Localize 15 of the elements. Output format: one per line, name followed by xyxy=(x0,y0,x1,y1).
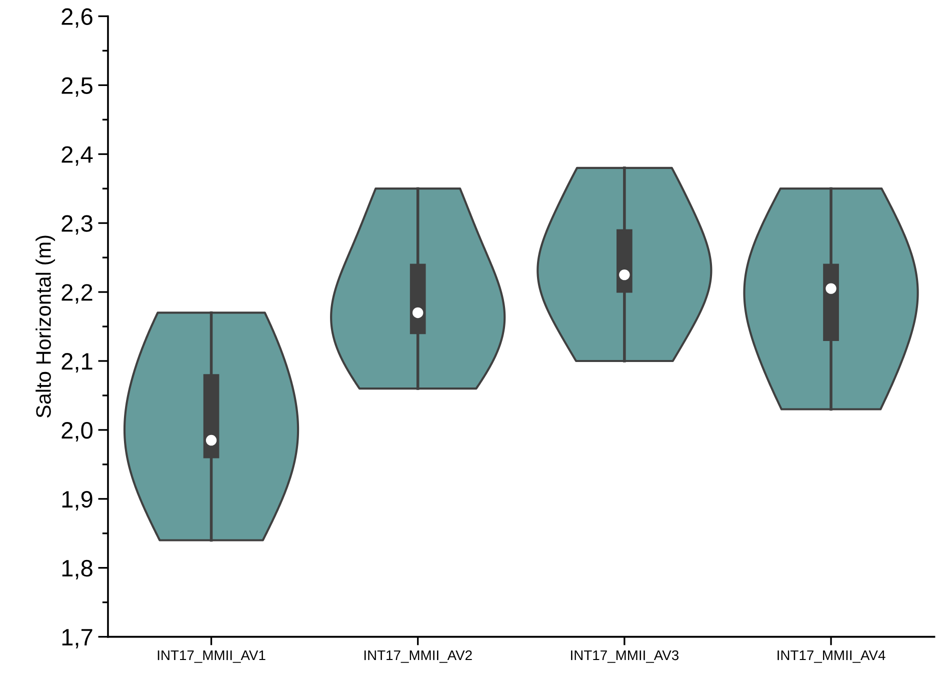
y-tick-label: 1,9 xyxy=(62,490,92,510)
y-tick-label: 2,5 xyxy=(62,77,92,97)
y-tick-label: 2,1 xyxy=(62,353,92,373)
x-tick-label: INT17_MMII_AV3 xyxy=(571,650,679,663)
y-tick-label: 2,4 xyxy=(62,146,93,166)
y-tick-label: 2,3 xyxy=(62,215,92,235)
x-tick-label: INT17_MMII_AV2 xyxy=(364,650,472,663)
x-tick-label: INT17_MMII_AV4 xyxy=(778,650,886,663)
y-tick-label: 2,2 xyxy=(62,284,92,304)
y-tick-label: 2,0 xyxy=(62,422,92,442)
x-tick-label: INT17_MMII_AV1 xyxy=(158,650,266,663)
y-tick-label: 1,7 xyxy=(62,629,92,648)
y-tick-label: 2,6 xyxy=(62,8,92,28)
y-axis-title: Salto Horizontal (m) xyxy=(36,236,56,418)
y-tick-label: 1,8 xyxy=(62,560,92,580)
